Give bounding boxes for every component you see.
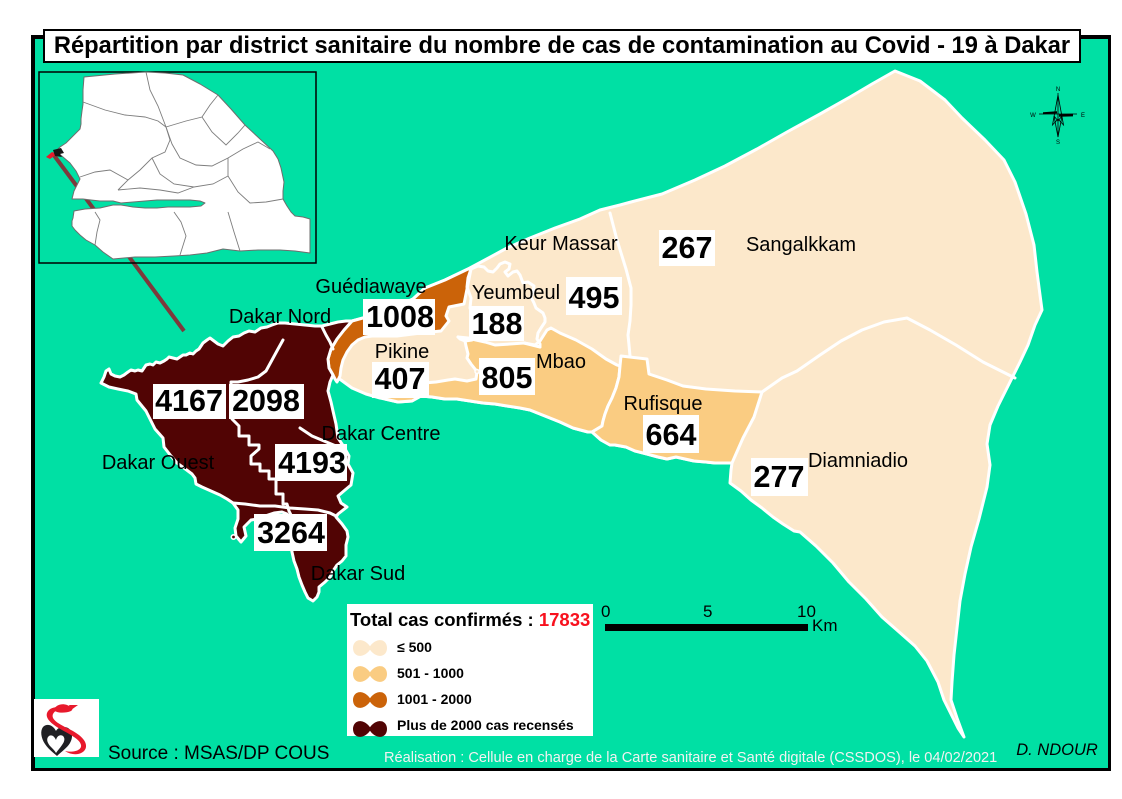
svg-text:Total cas confirmés : 17833: Total cas confirmés : 17833 [350,609,590,630]
svg-text:Répartition par district sanit: Répartition par district sanitaire du no… [54,33,1070,59]
svg-text:W: W [1030,113,1036,119]
svg-text:Dakar Ouest: Dakar Ouest [102,452,215,474]
svg-text:Rufisque: Rufisque [624,393,703,415]
svg-text:Pikine: Pikine [375,341,429,363]
svg-text:5: 5 [703,602,712,621]
svg-text:Réalisation : Cellule en charg: Réalisation : Cellule en charge de la Ca… [384,750,997,766]
svg-text:Guédiawaye: Guédiawaye [315,276,426,298]
svg-text:1008: 1008 [366,300,434,334]
svg-text:Keur Massar: Keur Massar [504,233,618,255]
svg-text:10: 10 [797,602,816,621]
svg-text:N: N [1056,87,1060,93]
svg-text:≤ 500: ≤ 500 [397,639,432,655]
svg-text:407: 407 [375,362,426,396]
svg-text:Mbao: Mbao [536,351,586,373]
svg-text:1001 - 2000: 1001 - 2000 [397,691,472,707]
svg-text:Diamniadio: Diamniadio [808,450,908,472]
svg-text:Km: Km [812,616,838,635]
svg-text:0: 0 [601,602,610,621]
svg-text:Source : MSAS/DP COUS: Source : MSAS/DP COUS [108,743,329,764]
svg-text:664: 664 [646,418,697,452]
svg-text:3264: 3264 [257,516,325,550]
svg-text:501 - 1000: 501 - 1000 [397,665,464,681]
svg-text:Dakar Sud: Dakar Sud [311,563,406,585]
svg-text:Yeumbeul: Yeumbeul [472,282,560,304]
svg-text:805: 805 [482,361,533,395]
svg-text:2098: 2098 [232,384,300,418]
svg-text:Dakar Nord: Dakar Nord [229,306,331,328]
svg-text:4167: 4167 [155,384,223,418]
svg-text:Plus de 2000 cas recensés: Plus de 2000 cas recensés [397,717,574,733]
svg-text:188: 188 [472,307,523,341]
svg-text:277: 277 [754,460,805,494]
svg-text:E: E [1081,113,1085,119]
svg-text:495: 495 [569,281,620,315]
svg-text:D. NDOUR: D. NDOUR [1016,741,1098,759]
svg-text:Dakar Centre: Dakar Centre [322,423,441,445]
svg-text:4193: 4193 [278,446,346,480]
svg-text:S: S [1056,140,1060,146]
svg-text:Sangalkkam: Sangalkkam [746,234,856,256]
svg-text:267: 267 [662,231,713,265]
